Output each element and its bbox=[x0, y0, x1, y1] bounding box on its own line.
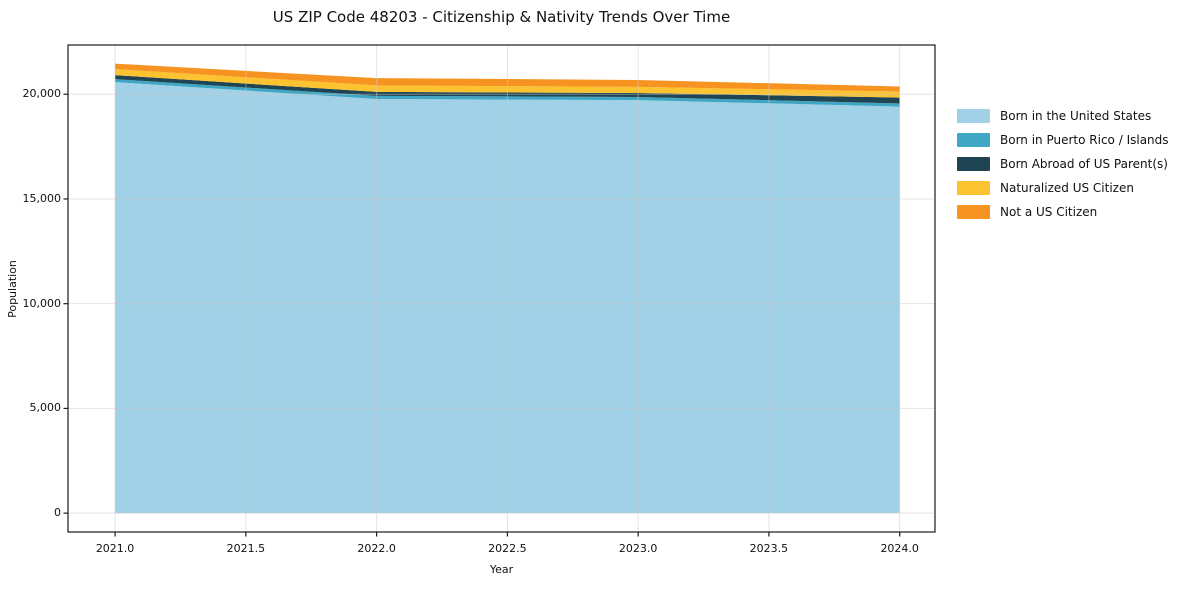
x-tick-label: 2023.0 bbox=[618, 542, 658, 555]
x-tick-label: 2022.0 bbox=[357, 542, 396, 555]
legend-label: Born Abroad of US Parent(s) bbox=[1000, 157, 1168, 171]
y-tick-label: 15,000 bbox=[22, 191, 62, 205]
area-series-3 bbox=[115, 69, 900, 98]
legend-item: Born Abroad of US Parent(s) bbox=[957, 152, 1169, 176]
legend-swatch-icon bbox=[957, 109, 990, 123]
chart-title: US ZIP Code 48203 - Citizenship & Nativi… bbox=[272, 8, 731, 26]
legend: Born in the United States Born in Puerto… bbox=[957, 104, 1169, 224]
legend-label: Born in the United States bbox=[1000, 109, 1152, 123]
area-series-4 bbox=[115, 63, 900, 92]
legend-item: Naturalized US Citizen bbox=[957, 176, 1169, 200]
y-tick-label: 10,000 bbox=[22, 296, 62, 310]
x-tick-label: 2023.5 bbox=[749, 542, 789, 555]
legend-swatch-icon bbox=[957, 133, 990, 147]
y-tick-label: 0 bbox=[54, 506, 61, 520]
x-tick-label: 2021.5 bbox=[226, 542, 266, 555]
legend-label: Not a US Citizen bbox=[1000, 205, 1098, 219]
legend-swatch-icon bbox=[957, 181, 990, 195]
plot-border bbox=[67, 44, 936, 533]
legend-label: Naturalized US Citizen bbox=[1000, 181, 1134, 195]
x-axis-label: Year bbox=[489, 563, 514, 576]
legend-item: Not a US Citizen bbox=[957, 200, 1169, 224]
x-tick-label: 2022.5 bbox=[488, 542, 527, 555]
y-axis-label: Population bbox=[6, 260, 19, 318]
legend-swatch-icon bbox=[957, 205, 990, 219]
legend-swatch-icon bbox=[957, 157, 990, 171]
legend-item: Born in the United States bbox=[957, 104, 1169, 128]
legend-label: Born in Puerto Rico / Islands bbox=[1000, 133, 1169, 147]
area-series-2 bbox=[115, 75, 900, 104]
y-tick-label: 20,000 bbox=[22, 87, 62, 101]
y-tick-label: 5,000 bbox=[29, 401, 62, 415]
legend-item: Born in Puerto Rico / Islands bbox=[957, 128, 1169, 152]
x-tick-label: 2021.0 bbox=[95, 542, 135, 555]
x-tick-label: 2024.0 bbox=[880, 542, 919, 555]
area-series-1 bbox=[115, 79, 900, 107]
